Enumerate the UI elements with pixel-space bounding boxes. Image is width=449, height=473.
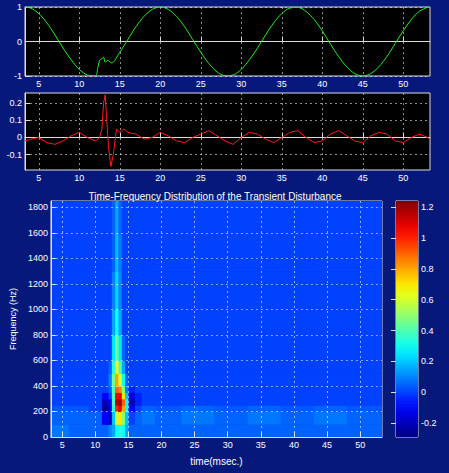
svg-text:30: 30 [223, 440, 233, 450]
svg-text:40: 40 [317, 79, 327, 89]
svg-text:10: 10 [74, 79, 84, 89]
svg-text:50: 50 [398, 79, 408, 89]
svg-text:1200: 1200 [28, 279, 48, 289]
svg-text:50: 50 [398, 173, 408, 183]
svg-text:25: 25 [196, 173, 206, 183]
svg-text:45: 45 [358, 173, 368, 183]
svg-text:-1: -1 [14, 71, 22, 81]
svg-text:0.4: 0.4 [421, 326, 434, 336]
svg-text:800: 800 [33, 330, 48, 340]
svg-text:20: 20 [156, 440, 166, 450]
svg-text:0.1: 0.1 [9, 115, 22, 125]
svg-text:0: 0 [421, 387, 426, 397]
svg-text:5: 5 [36, 173, 41, 183]
svg-text:1: 1 [421, 233, 426, 243]
svg-text:35: 35 [277, 173, 287, 183]
svg-text:30: 30 [236, 173, 246, 183]
svg-text:0.2: 0.2 [421, 356, 434, 366]
svg-text:5: 5 [60, 440, 65, 450]
svg-text:45: 45 [322, 440, 332, 450]
svg-text:15: 15 [115, 79, 125, 89]
svg-text:-0.1: -0.1 [6, 150, 22, 160]
svg-text:50: 50 [355, 440, 365, 450]
svg-text:0: 0 [43, 432, 48, 442]
svg-text:200: 200 [33, 406, 48, 416]
svg-text:10: 10 [90, 440, 100, 450]
svg-text:1400: 1400 [28, 253, 48, 263]
svg-text:35: 35 [277, 79, 287, 89]
svg-text:40: 40 [317, 173, 327, 183]
svg-text:0: 0 [17, 37, 22, 47]
svg-text:1600: 1600 [28, 228, 48, 238]
svg-text:Time-Frequency Distribution of: Time-Frequency Distribution of the Trans… [88, 191, 342, 202]
svg-text:1.2: 1.2 [421, 202, 434, 212]
svg-text:0.8: 0.8 [421, 264, 434, 274]
svg-text:15: 15 [123, 440, 133, 450]
svg-text:20: 20 [155, 173, 165, 183]
svg-text:0.2: 0.2 [9, 98, 22, 108]
svg-text:1800: 1800 [28, 202, 48, 212]
svg-text:time(msec.): time(msec.) [190, 456, 242, 467]
svg-text:40: 40 [289, 440, 299, 450]
svg-text:Frequency (Hz): Frequency (Hz) [8, 288, 18, 350]
svg-text:20: 20 [155, 79, 165, 89]
svg-text:600: 600 [33, 355, 48, 365]
svg-text:35: 35 [256, 440, 266, 450]
svg-text:10: 10 [74, 173, 84, 183]
svg-text:1000: 1000 [28, 304, 48, 314]
svg-text:45: 45 [358, 79, 368, 89]
svg-text:25: 25 [190, 440, 200, 450]
svg-text:30: 30 [236, 79, 246, 89]
svg-text:15: 15 [115, 173, 125, 183]
svg-text:0.6: 0.6 [421, 295, 434, 305]
svg-text:1: 1 [17, 2, 22, 12]
svg-text:5: 5 [36, 79, 41, 89]
svg-text:400: 400 [33, 381, 48, 391]
svg-text:-0.2: -0.2 [421, 418, 437, 428]
svg-text:25: 25 [196, 79, 206, 89]
svg-text:0: 0 [17, 132, 22, 142]
